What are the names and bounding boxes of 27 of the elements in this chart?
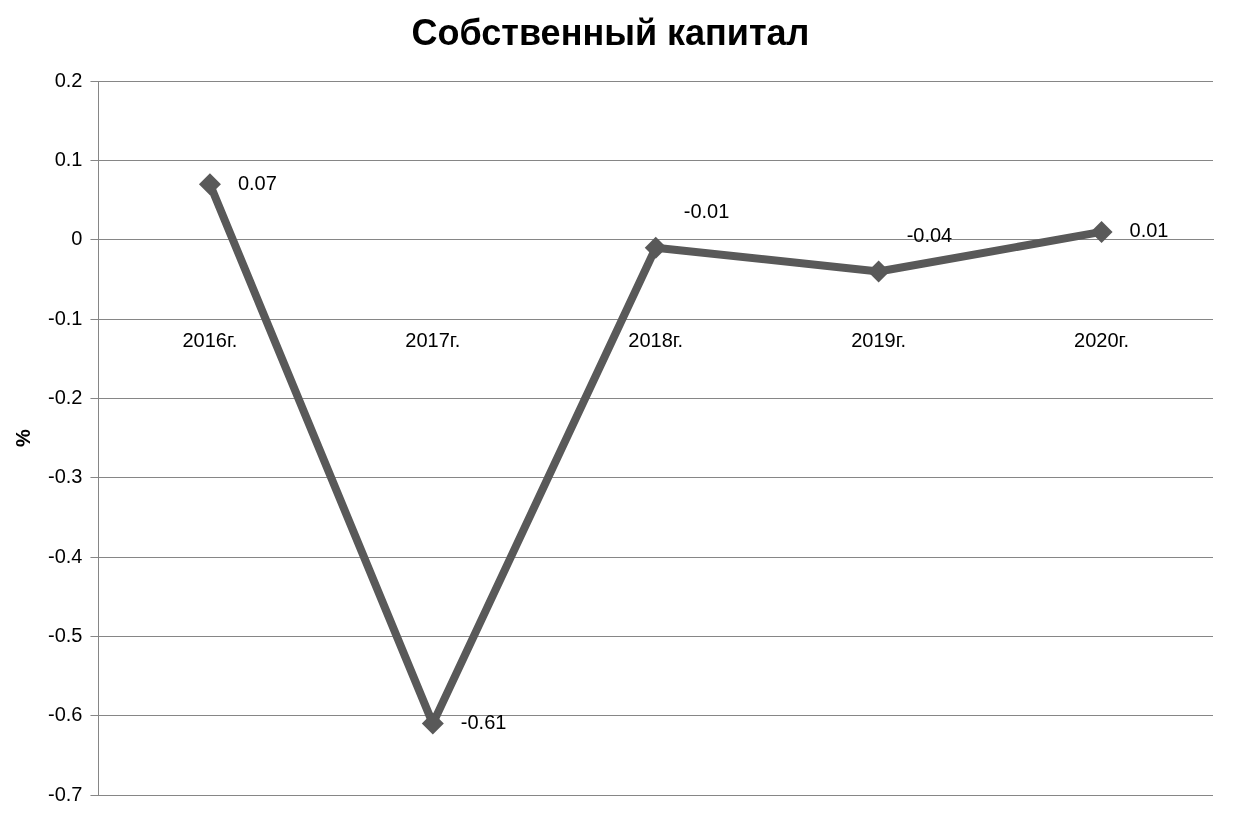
y-tick-label: -0.5	[47, 623, 83, 646]
x-tick-label: 2016г.	[182, 329, 238, 352]
y-axis-title: %	[11, 429, 34, 447]
data-label: 0.07	[237, 171, 277, 194]
data-label: -0.04	[906, 224, 953, 247]
data-label: -0.61	[460, 711, 507, 734]
y-tick-label: -0.6	[47, 703, 83, 726]
point	[198, 173, 221, 196]
x-tick-label: 2019г.	[851, 329, 907, 352]
data-label: 0.01	[1129, 219, 1169, 242]
point	[867, 260, 890, 283]
y-tick-label: -0.7	[47, 782, 83, 805]
y-tick-label: 0.2	[54, 68, 83, 91]
point	[644, 236, 667, 259]
y-tick-label: -0.1	[47, 306, 83, 329]
y-tick-label: -0.2	[47, 385, 83, 408]
y-tick-label: -0.4	[47, 544, 83, 567]
x-tick-label: 2017г.	[405, 329, 461, 352]
point	[1090, 220, 1113, 243]
y-tick-label: 0.1	[54, 148, 83, 171]
x-tick-label: 2018г.	[628, 329, 684, 352]
x-tick-label: 2020г.	[1074, 329, 1129, 352]
point	[421, 712, 444, 735]
y-tick-label: 0	[71, 227, 83, 250]
data-label: -0.01	[683, 200, 730, 223]
chart-title: Собственный капитал	[411, 11, 810, 53]
y-tick-label: -0.3	[47, 465, 83, 488]
